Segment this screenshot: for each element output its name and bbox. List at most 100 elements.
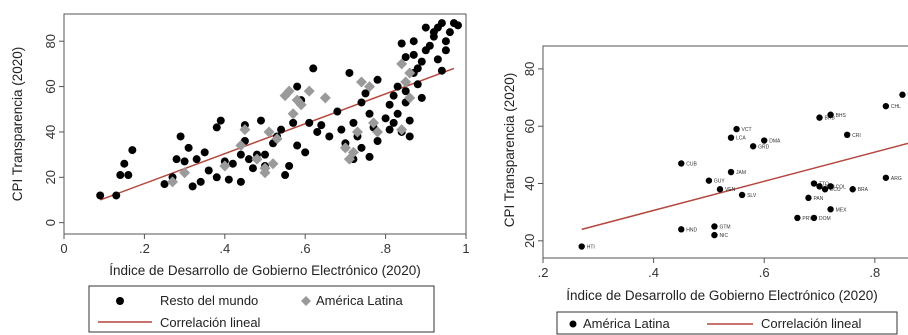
point-label: CHL <box>891 104 901 110</box>
data-point-resto <box>357 143 366 152</box>
data-point-america-latina <box>705 177 713 184</box>
data-point-resto <box>421 23 430 32</box>
data-point-resto <box>160 180 169 189</box>
legend-label-america-latina-right: América Latina <box>583 316 670 331</box>
data-point-america-latina <box>396 124 408 136</box>
data-point-resto <box>244 155 253 164</box>
data-point-america-latina <box>821 186 829 193</box>
point-label: HTI <box>587 245 595 251</box>
data-point-resto <box>204 166 213 175</box>
data-point-resto <box>305 118 314 127</box>
point-label: GTM <box>719 224 730 230</box>
data-point-america-latina <box>219 160 231 172</box>
data-point-america-latina <box>372 126 384 138</box>
left-y-axis-label: CPI Transparencia (2020) <box>10 47 25 202</box>
data-point-america-latina <box>843 131 851 139</box>
data-point-resto <box>437 19 446 28</box>
data-point-america-latina <box>882 102 890 110</box>
data-point-resto <box>413 80 422 89</box>
data-point-resto <box>116 171 125 180</box>
point-label: LCA <box>736 136 746 142</box>
fit-line <box>581 142 908 231</box>
data-point-america-latina <box>882 174 890 181</box>
data-point-resto <box>293 141 302 150</box>
x-tick-label: .8 <box>380 241 391 256</box>
point-label: PRY <box>802 216 813 222</box>
data-point-resto <box>228 159 237 168</box>
legend-marker-america-latina-right <box>569 320 577 328</box>
data-point-resto <box>128 146 137 155</box>
data-point-resto <box>357 98 366 107</box>
right-x-axis-label: Índice de Desarrollo de Gobierno Electró… <box>566 288 877 303</box>
point-label: CRI <box>852 133 861 139</box>
data-point-resto <box>120 159 129 168</box>
data-point-america-latina <box>351 126 363 138</box>
data-point-resto <box>192 155 201 164</box>
data-point-resto <box>172 155 181 164</box>
data-point-resto <box>325 132 334 141</box>
data-point-resto <box>313 127 322 136</box>
data-point-america-latina <box>347 146 359 158</box>
point-label: MEX <box>836 207 848 213</box>
data-point-america-latina <box>816 183 823 190</box>
data-point-resto <box>397 39 406 48</box>
data-point-resto <box>212 123 221 132</box>
legend-label-resto: Resto del mundo <box>160 293 258 308</box>
data-point-america-latina <box>794 214 801 222</box>
data-point-resto <box>301 148 310 157</box>
data-point-resto <box>401 87 410 96</box>
data-point-resto <box>389 91 398 100</box>
data-point-america-latina <box>235 140 247 152</box>
data-point-america-latina <box>827 206 834 213</box>
data-point-america-latina <box>749 143 757 150</box>
data-point-america-latina <box>810 180 818 187</box>
y-tick-label: 20 <box>522 234 537 248</box>
point-label: ECU <box>830 187 841 193</box>
data-point-resto <box>317 121 326 130</box>
data-point-resto <box>337 125 346 134</box>
x-tick-label: .2 <box>538 265 549 280</box>
y-tick-label: 60 <box>522 119 537 133</box>
data-point-resto <box>393 109 402 118</box>
data-point-resto <box>409 37 418 46</box>
data-point-america-latina <box>727 168 735 176</box>
data-point-america-latina <box>805 194 812 202</box>
data-point-america-latina <box>578 243 585 250</box>
data-point-america-latina <box>678 226 685 233</box>
data-point-resto <box>453 21 462 30</box>
data-point-america-latina <box>404 92 416 104</box>
data-point-resto <box>413 64 422 73</box>
data-point-resto <box>389 118 398 127</box>
data-point-resto <box>285 161 294 170</box>
data-point-america-latina <box>179 167 191 179</box>
data-point-resto <box>349 118 358 127</box>
data-point-resto <box>184 143 193 152</box>
point-label: HND <box>686 227 697 233</box>
data-point-resto <box>405 116 414 125</box>
x-tick-label: 0 <box>60 241 67 256</box>
x-tick-label: .8 <box>869 265 880 280</box>
x-tick-label: 1 <box>462 241 469 256</box>
data-point-resto <box>261 150 269 159</box>
data-point-resto <box>188 182 197 191</box>
data-point-america-latina <box>267 158 279 170</box>
data-point-resto <box>433 55 442 64</box>
data-point-resto <box>365 109 374 118</box>
right-y-axis-label: CPI Transparencia (2020) <box>502 73 517 228</box>
point-label: ARG <box>891 176 902 182</box>
data-point-resto <box>417 93 426 102</box>
data-point-america-latina <box>727 134 735 141</box>
x-tick-label: .6 <box>300 241 311 256</box>
data-point-resto <box>437 66 446 75</box>
data-point-resto <box>409 50 418 59</box>
data-point-resto <box>373 137 382 146</box>
data-point-resto <box>224 175 233 184</box>
data-point-resto <box>445 28 454 37</box>
data-point-america-latina <box>287 108 299 120</box>
data-point-america-latina <box>827 111 834 118</box>
data-point-resto <box>417 57 426 66</box>
data-point-america-latina <box>295 99 307 111</box>
data-point-resto <box>425 41 434 50</box>
data-point-resto <box>429 32 438 41</box>
x-tick-label: .6 <box>759 265 770 280</box>
